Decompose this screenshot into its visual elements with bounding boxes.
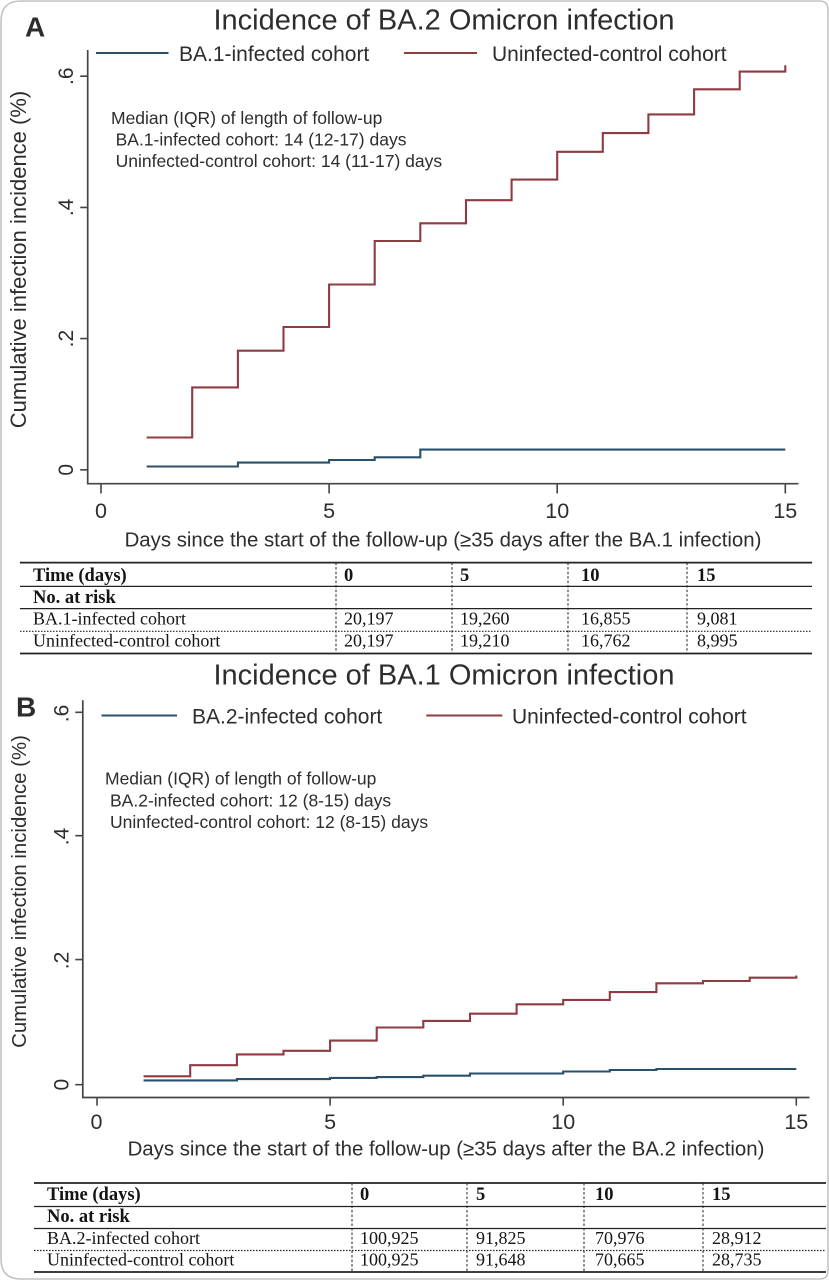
svg-text:10: 10 — [545, 499, 569, 523]
svg-text:Uninfected-control cohort: 14: Uninfected-control cohort: 14 (11-17) da… — [116, 151, 443, 171]
svg-text:No. at risk: No. at risk — [47, 1207, 130, 1227]
svg-text:BA.2-infected cohort: 12 (8-15: BA.2-infected cohort: 12 (8-15) days — [110, 791, 391, 811]
svg-text:No. at risk: No. at risk — [33, 588, 116, 608]
svg-text:70,976: 70,976 — [595, 1228, 645, 1248]
svg-text:Incidence of BA.1 Omicron infe: Incidence of BA.1 Omicron infection — [213, 660, 674, 692]
svg-text:5: 5 — [323, 499, 335, 523]
svg-text:Incidence of BA.2 Omicron infe: Incidence of BA.2 Omicron infection — [213, 5, 674, 37]
svg-text:16,855: 16,855 — [581, 609, 631, 629]
svg-text:Time (days): Time (days) — [47, 1185, 141, 1205]
svg-text:20,197: 20,197 — [344, 631, 394, 651]
svg-text:0: 0 — [55, 464, 78, 476]
svg-text:Cumulative infection incidence: Cumulative infection incidence (%) — [6, 91, 31, 429]
svg-text:91,825: 91,825 — [476, 1228, 526, 1248]
svg-text:Median (IQR) of length of foll: Median (IQR) of length of follow-up — [111, 108, 382, 128]
svg-text:0: 0 — [95, 499, 107, 523]
svg-text:Uninfected-control cohort: Uninfected-control cohort — [512, 706, 747, 729]
svg-text:100,925: 100,925 — [360, 1228, 419, 1248]
svg-text:15: 15 — [773, 499, 797, 523]
svg-text:BA.2-infected cohort: BA.2-infected cohort — [47, 1228, 200, 1248]
svg-text:16,762: 16,762 — [581, 631, 631, 651]
svg-text:70,665: 70,665 — [595, 1250, 645, 1270]
svg-text:9,081: 9,081 — [697, 609, 738, 629]
svg-text:BA.1-infected cohort: BA.1-infected cohort — [179, 43, 369, 66]
svg-text:BA.1-infected cohort: 14 (12-1: BA.1-infected cohort: 14 (12-17) days — [116, 130, 407, 150]
svg-text:BA.1-infected cohort: BA.1-infected cohort — [33, 609, 186, 629]
svg-text:Time (days): Time (days) — [33, 566, 127, 586]
svg-text:Uninfected-control cohort: 12: Uninfected-control cohort: 12 (8-15) day… — [110, 812, 428, 832]
svg-text:15: 15 — [784, 1110, 808, 1134]
svg-text:0: 0 — [360, 1185, 369, 1205]
svg-text:.2: .2 — [55, 330, 78, 348]
svg-text:10: 10 — [581, 566, 600, 586]
svg-text:.2: .2 — [51, 952, 74, 970]
svg-text:0: 0 — [91, 1110, 103, 1134]
svg-text:Days since the start of the fo: Days since the start of the follow-up (≥… — [125, 530, 762, 552]
svg-text:5: 5 — [476, 1185, 485, 1205]
svg-text:0: 0 — [344, 566, 353, 586]
svg-text:5: 5 — [324, 1110, 336, 1134]
svg-text:.6: .6 — [55, 67, 78, 85]
svg-text:.4: .4 — [51, 827, 74, 845]
svg-text:15: 15 — [712, 1185, 731, 1205]
svg-text:0: 0 — [51, 1079, 74, 1091]
svg-text:19,260: 19,260 — [460, 609, 510, 629]
svg-text:Days since the start of the fo: Days since the start of the follow-up (≥… — [128, 1139, 765, 1161]
svg-text:28,912: 28,912 — [712, 1228, 762, 1248]
svg-text:15: 15 — [697, 566, 716, 586]
svg-text:Uninfected-control cohort: Uninfected-control cohort — [47, 1250, 234, 1270]
svg-text:A: A — [25, 12, 45, 43]
svg-text:8,995: 8,995 — [697, 631, 738, 651]
svg-text:.6: .6 — [51, 705, 74, 723]
svg-text:5: 5 — [460, 566, 469, 586]
svg-text:10: 10 — [551, 1110, 575, 1134]
svg-text:Median (IQR) of length of foll: Median (IQR) of length of follow-up — [105, 769, 376, 789]
svg-text:Cumulative infection incidence: Cumulative infection incidence (%) — [9, 735, 31, 1048]
svg-text:100,925: 100,925 — [360, 1250, 419, 1270]
svg-text:Uninfected-control cohort: Uninfected-control cohort — [33, 631, 220, 651]
svg-text:B: B — [16, 692, 36, 723]
svg-text:91,648: 91,648 — [476, 1250, 526, 1270]
svg-text:19,210: 19,210 — [460, 631, 510, 651]
svg-text:Uninfected-control cohort: Uninfected-control cohort — [492, 43, 727, 66]
svg-text:.4: .4 — [55, 198, 78, 216]
svg-text:10: 10 — [595, 1185, 614, 1205]
svg-text:28,735: 28,735 — [712, 1250, 762, 1270]
svg-text:20,197: 20,197 — [344, 609, 394, 629]
svg-text:BA.2-infected cohort: BA.2-infected cohort — [192, 706, 382, 729]
